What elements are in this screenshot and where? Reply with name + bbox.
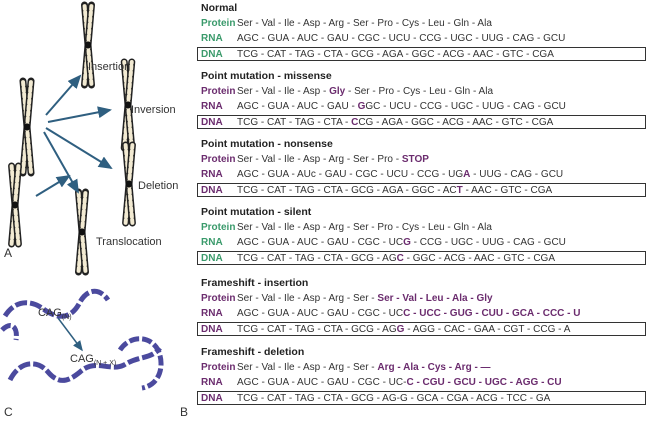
protein-sequence: Ser - Val - Ile - Asp - Arg - Ser - Pro … bbox=[237, 222, 492, 233]
label-deletion: Deletion bbox=[138, 180, 179, 192]
protein-label: Protein bbox=[201, 222, 236, 233]
protein-sequence: Ser - Val - Ile - Asp - Arg - Ser - Pro … bbox=[237, 18, 492, 29]
chromosome-deletion bbox=[122, 141, 136, 227]
protein-row: Protein Ser - Val - Ile - Asp - Arg - Ser… bbox=[201, 153, 429, 166]
dna-label: DNA bbox=[201, 393, 223, 404]
protein-sequence: Ser - Val - Ile - Asp - Arg - Ser - Arg … bbox=[237, 362, 491, 373]
rna-sequence: AGC - GUA - AUC - GAU - CGC - UC-C - CGU… bbox=[237, 377, 562, 388]
chromosome-inversion bbox=[120, 58, 136, 152]
rna-row: RNA AGC - GUA - AUc - GAU - CGC - UCU - C… bbox=[201, 168, 563, 181]
dna-row-box bbox=[197, 47, 646, 61]
dna-label: DNA bbox=[201, 253, 223, 264]
arrow-to-insertion bbox=[45, 74, 82, 116]
rna-row: RNA AGC - GUA - AUC - GAU - CGC - UCC - U… bbox=[201, 307, 581, 320]
panel-b-mutation-table: Normal Protein Ser - Val - Ile - Asp - Arg… bbox=[180, 0, 650, 420]
dna-label: DNA bbox=[201, 117, 223, 128]
rna-sequence: AGC - GUA - AUc - GAU - CGC - UCU - CCG … bbox=[237, 169, 564, 180]
rna-row: RNA AGC - GUA - AUC - GAU - CGC - UCG - C… bbox=[201, 236, 566, 249]
section-title: Normal bbox=[201, 2, 238, 14]
protein-row: Protein Ser - Val - Ile - Asp - Gly - Ser… bbox=[201, 85, 493, 98]
dna-row: DNA TCG - CAT - TAG - CTA - GCG - AGG - A… bbox=[201, 323, 570, 336]
rna-label: RNA bbox=[201, 377, 223, 388]
dna-label: DNA bbox=[201, 324, 223, 335]
rna-label: RNA bbox=[201, 237, 223, 248]
protein-sequence: Ser - Val - Ile - Asp - Arg - Ser - Ser … bbox=[237, 293, 493, 304]
rna-label: RNA bbox=[201, 101, 223, 112]
dna-label: DNA bbox=[201, 49, 223, 60]
dna-row-box bbox=[197, 183, 646, 197]
chromosome-source bbox=[19, 77, 35, 177]
dna-row-box bbox=[197, 115, 646, 129]
section-title: Point mutation - nonsense bbox=[201, 138, 333, 150]
protein-sequence: Ser - Val - Ile - Asp - Gly - Ser - Pro … bbox=[237, 86, 493, 97]
section-title: Point mutation - missense bbox=[201, 70, 332, 82]
section-title: Point mutation - silent bbox=[201, 206, 312, 218]
protein-row: Protein Ser - Val - Ile - Asp - Arg - Ser… bbox=[201, 221, 492, 234]
dna-row: DNA TCG - CAT - TAG - CTA - GCG - AGA - G… bbox=[201, 48, 554, 61]
dna-label: DNA bbox=[201, 185, 223, 196]
dna-sequence: TCG - CAT - TAG - CTA - GCG - AGA - GGC … bbox=[237, 185, 553, 196]
label-cag-n-x: CAG(N + X) bbox=[70, 353, 117, 368]
dna-sequence: TCG - CAT - TAG - CTA - GCG - AGA - GGC … bbox=[237, 49, 554, 60]
dna-row: DNA TCG - CAT - TAG - CTA - CCG - AGA - G… bbox=[201, 116, 553, 129]
dna-sequence: TCG - CAT - TAG - CTA - GCG - AGG - AGG … bbox=[237, 324, 571, 335]
rna-sequence: AGC - GUA - AUC - GAU - CGC - UCG - CCG … bbox=[237, 237, 566, 248]
arrow-lower-2 bbox=[35, 174, 71, 197]
rna-sequence: AGC - GUA - AUC - GAU - CGC - UCC - UCC … bbox=[237, 308, 581, 319]
label-translocation: Translocation bbox=[96, 236, 162, 248]
section-title: Frameshift - deletion bbox=[201, 346, 305, 358]
dna-row: DNA TCG - CAT - TAG - CTA - GCG - AGC - G… bbox=[201, 252, 555, 265]
panel-a-c: A C Insertion Inversion Deletion Translo… bbox=[0, 0, 180, 420]
protein-label: Protein bbox=[201, 362, 236, 373]
label-cag-n: CAG(N) bbox=[38, 307, 72, 322]
repeat-strand-before-tail bbox=[0, 323, 19, 341]
rna-label: RNA bbox=[201, 308, 223, 319]
protein-row: Protein Ser - Val - Ile - Asp - Arg - Ser… bbox=[201, 361, 491, 374]
dna-row: DNA TCG - CAT - TAG - CTA - GCG - AG-G - … bbox=[201, 392, 550, 405]
chromosome-translocation bbox=[75, 188, 89, 276]
protein-label: Protein bbox=[201, 86, 236, 97]
rna-row: RNA AGC - GUA - AUC - GAU - GGC - UCU - C… bbox=[201, 100, 566, 113]
dna-row-box bbox=[197, 391, 646, 405]
arrow-to-inversion bbox=[47, 106, 112, 123]
dna-sequence: TCG - CAT - TAG - CTA - GCG - AGC - GGC … bbox=[237, 253, 555, 264]
repeat-strand-before bbox=[2, 288, 111, 319]
panel-label-b: B bbox=[180, 405, 189, 419]
label-insertion: Insertion bbox=[88, 61, 131, 73]
section-title: Frameshift - insertion bbox=[201, 277, 309, 289]
panel-label-a: A bbox=[4, 246, 13, 260]
protein-sequence: Ser - Val - Ile - Asp - Arg - Ser - Pro … bbox=[237, 154, 429, 165]
chromosome-diagram bbox=[0, 1, 164, 391]
arrow-lower-1 bbox=[43, 131, 79, 194]
repeat-strand-after bbox=[7, 346, 162, 383]
arrow-to-deletion bbox=[45, 127, 113, 170]
protein-label: Protein bbox=[201, 293, 236, 304]
rna-label: RNA bbox=[201, 169, 223, 180]
dna-row: DNA TCG - CAT - TAG - CTA - GCG - AGA - G… bbox=[201, 184, 552, 197]
label-inversion: Inversion bbox=[131, 104, 176, 116]
dna-row-box bbox=[197, 322, 646, 336]
repeat-strand-after-loop bbox=[117, 336, 164, 391]
panel-label-c: C bbox=[4, 405, 13, 419]
rna-row: RNA AGC - GUA - AUC - GAU - CGC - UCU - C… bbox=[201, 32, 565, 45]
rna-sequence: AGC - GUA - AUC - GAU - GGC - UCU - CCG … bbox=[237, 101, 566, 112]
dna-row-box bbox=[197, 251, 646, 265]
rna-label: RNA bbox=[201, 33, 223, 44]
chromosome-lower-source bbox=[8, 162, 22, 248]
chromosome-insertion bbox=[81, 1, 95, 89]
rna-row: RNA AGC - GUA - AUC - GAU - CGC - UC-C - … bbox=[201, 376, 562, 389]
dna-sequence: TCG - CAT - TAG - CTA - GCG - AG-G - GCA… bbox=[237, 393, 551, 404]
protein-label: Protein bbox=[201, 154, 236, 165]
dna-sequence: TCG - CAT - TAG - CTA - CCG - AGA - GGC … bbox=[237, 117, 554, 128]
arrow-expansion bbox=[57, 317, 83, 352]
protein-row: Protein Ser - Val - Ile - Asp - Arg - Ser… bbox=[201, 17, 492, 30]
protein-label: Protein bbox=[201, 18, 236, 29]
protein-row: Protein Ser - Val - Ile - Asp - Arg - Ser… bbox=[201, 292, 493, 305]
rna-sequence: AGC - GUA - AUC - GAU - CGC - UCU - CCG … bbox=[237, 33, 566, 44]
